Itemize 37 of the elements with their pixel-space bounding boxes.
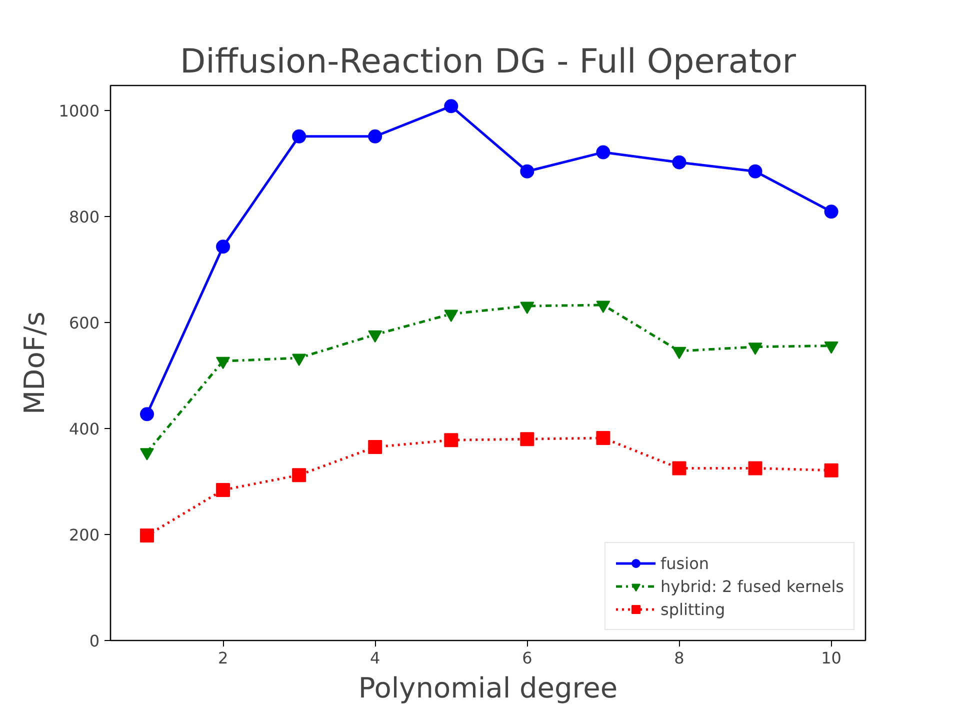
chart-title: Diffusion-Reaction DG - Full Operator [180,42,796,80]
point [520,432,534,446]
point [824,463,838,478]
x-axis-title: Polynomial degree [358,672,618,704]
x-tick-label: 2 [218,648,228,668]
point [216,240,230,254]
point [368,129,382,144]
legend-label: fusion [660,554,709,572]
point [824,204,838,219]
y-tick-label: 400 [68,419,100,438]
point [444,99,458,114]
point [748,461,762,476]
point [216,482,230,497]
x-tick-label: 8 [674,648,684,668]
point [140,407,154,422]
point [748,164,762,178]
y-tick-label: 200 [68,525,100,544]
point [672,461,686,476]
x-tick-label: 6 [522,648,532,668]
point [672,155,686,170]
point [444,433,458,448]
point [596,431,610,446]
x-tick-label: 10 [821,648,842,668]
x-tick-label: 4 [370,648,380,668]
point [292,129,306,144]
point [368,440,382,454]
y-tick-label: 1000 [58,101,100,120]
legend-label: hybrid: 2 fused kernels [660,576,844,596]
y-tick-label: 800 [68,207,100,226]
point [292,468,306,482]
y-axis-title: MDoF/s [18,312,51,414]
y-tick-label: 0 [89,632,100,650]
point [520,164,534,178]
y-tick-label: 600 [68,313,100,332]
point [596,145,610,160]
legend-label: splitting [660,600,726,618]
point [140,528,154,543]
